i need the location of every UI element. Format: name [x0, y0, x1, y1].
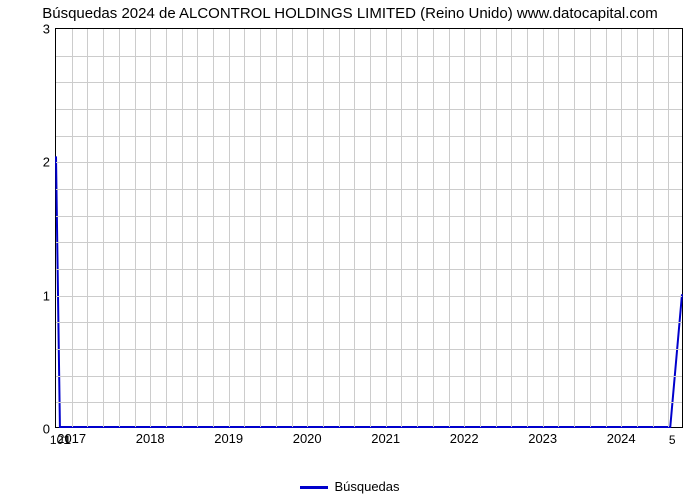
gridline-v	[229, 29, 230, 427]
gridline-v	[213, 29, 214, 427]
gridline-v	[606, 29, 607, 427]
gridline-v	[103, 29, 104, 427]
gridline-h	[56, 136, 682, 137]
gridline-v	[307, 29, 308, 427]
gridline-v	[433, 29, 434, 427]
gridline-h	[56, 376, 682, 377]
x-tick-label: 2019	[214, 431, 243, 446]
gridline-v	[449, 29, 450, 427]
gridline-v	[480, 29, 481, 427]
gridline-v	[574, 29, 575, 427]
data-point-label: 5	[669, 433, 676, 447]
gridline-v	[197, 29, 198, 427]
y-tick-label: 3	[43, 22, 50, 37]
gridline-v	[119, 29, 120, 427]
gridline-h	[56, 402, 682, 403]
gridline-v	[323, 29, 324, 427]
gridline-h	[56, 189, 682, 190]
gridline-h	[56, 296, 682, 297]
gridline-v	[653, 29, 654, 427]
chart-title: Búsquedas 2024 de ALCONTROL HOLDINGS LIM…	[0, 5, 700, 22]
x-tick-label: 2018	[136, 431, 165, 446]
gridline-h	[56, 162, 682, 163]
data-point-label: 1	[64, 433, 71, 447]
x-tick-label: 2020	[293, 431, 322, 446]
gridline-v	[260, 29, 261, 427]
gridline-v	[527, 29, 528, 427]
gridline-v	[417, 29, 418, 427]
gridline-h	[56, 216, 682, 217]
gridline-h	[56, 242, 682, 243]
gridline-h	[56, 349, 682, 350]
x-tick-label: 2023	[528, 431, 557, 446]
gridline-h	[56, 322, 682, 323]
gridline-v	[386, 29, 387, 427]
gridline-v	[370, 29, 371, 427]
gridline-h	[56, 109, 682, 110]
gridline-v	[464, 29, 465, 427]
gridline-v	[621, 29, 622, 427]
gridline-v	[135, 29, 136, 427]
gridline-v	[150, 29, 151, 427]
gridline-v	[87, 29, 88, 427]
legend: Búsquedas	[0, 479, 700, 494]
gridline-v	[244, 29, 245, 427]
gridline-v	[637, 29, 638, 427]
gridline-v	[276, 29, 277, 427]
gridline-v	[339, 29, 340, 427]
y-tick-label: 1	[43, 288, 50, 303]
chart-container: Búsquedas 2024 de ALCONTROL HOLDINGS LIM…	[0, 0, 700, 500]
gridline-v	[292, 29, 293, 427]
gridline-v	[182, 29, 183, 427]
gridline-v	[354, 29, 355, 427]
gridline-h	[56, 269, 682, 270]
x-tick-label: 2022	[450, 431, 479, 446]
gridline-v	[72, 29, 73, 427]
gridline-h	[56, 82, 682, 83]
gridline-v	[558, 29, 559, 427]
gridline-v	[401, 29, 402, 427]
gridline-v	[668, 29, 669, 427]
gridline-v	[543, 29, 544, 427]
legend-label: Búsquedas	[334, 479, 399, 494]
x-tick-label: 2024	[607, 431, 636, 446]
x-tick-label: 2021	[371, 431, 400, 446]
y-tick-label: 2	[43, 155, 50, 170]
gridline-v	[496, 29, 497, 427]
gridline-v	[511, 29, 512, 427]
legend-swatch	[300, 486, 328, 489]
gridline-v	[166, 29, 167, 427]
plot-area: 0123201720182019202020212022202320241011…	[55, 28, 683, 428]
gridline-h	[56, 56, 682, 57]
gridline-v	[590, 29, 591, 427]
y-tick-label: 0	[43, 422, 50, 437]
